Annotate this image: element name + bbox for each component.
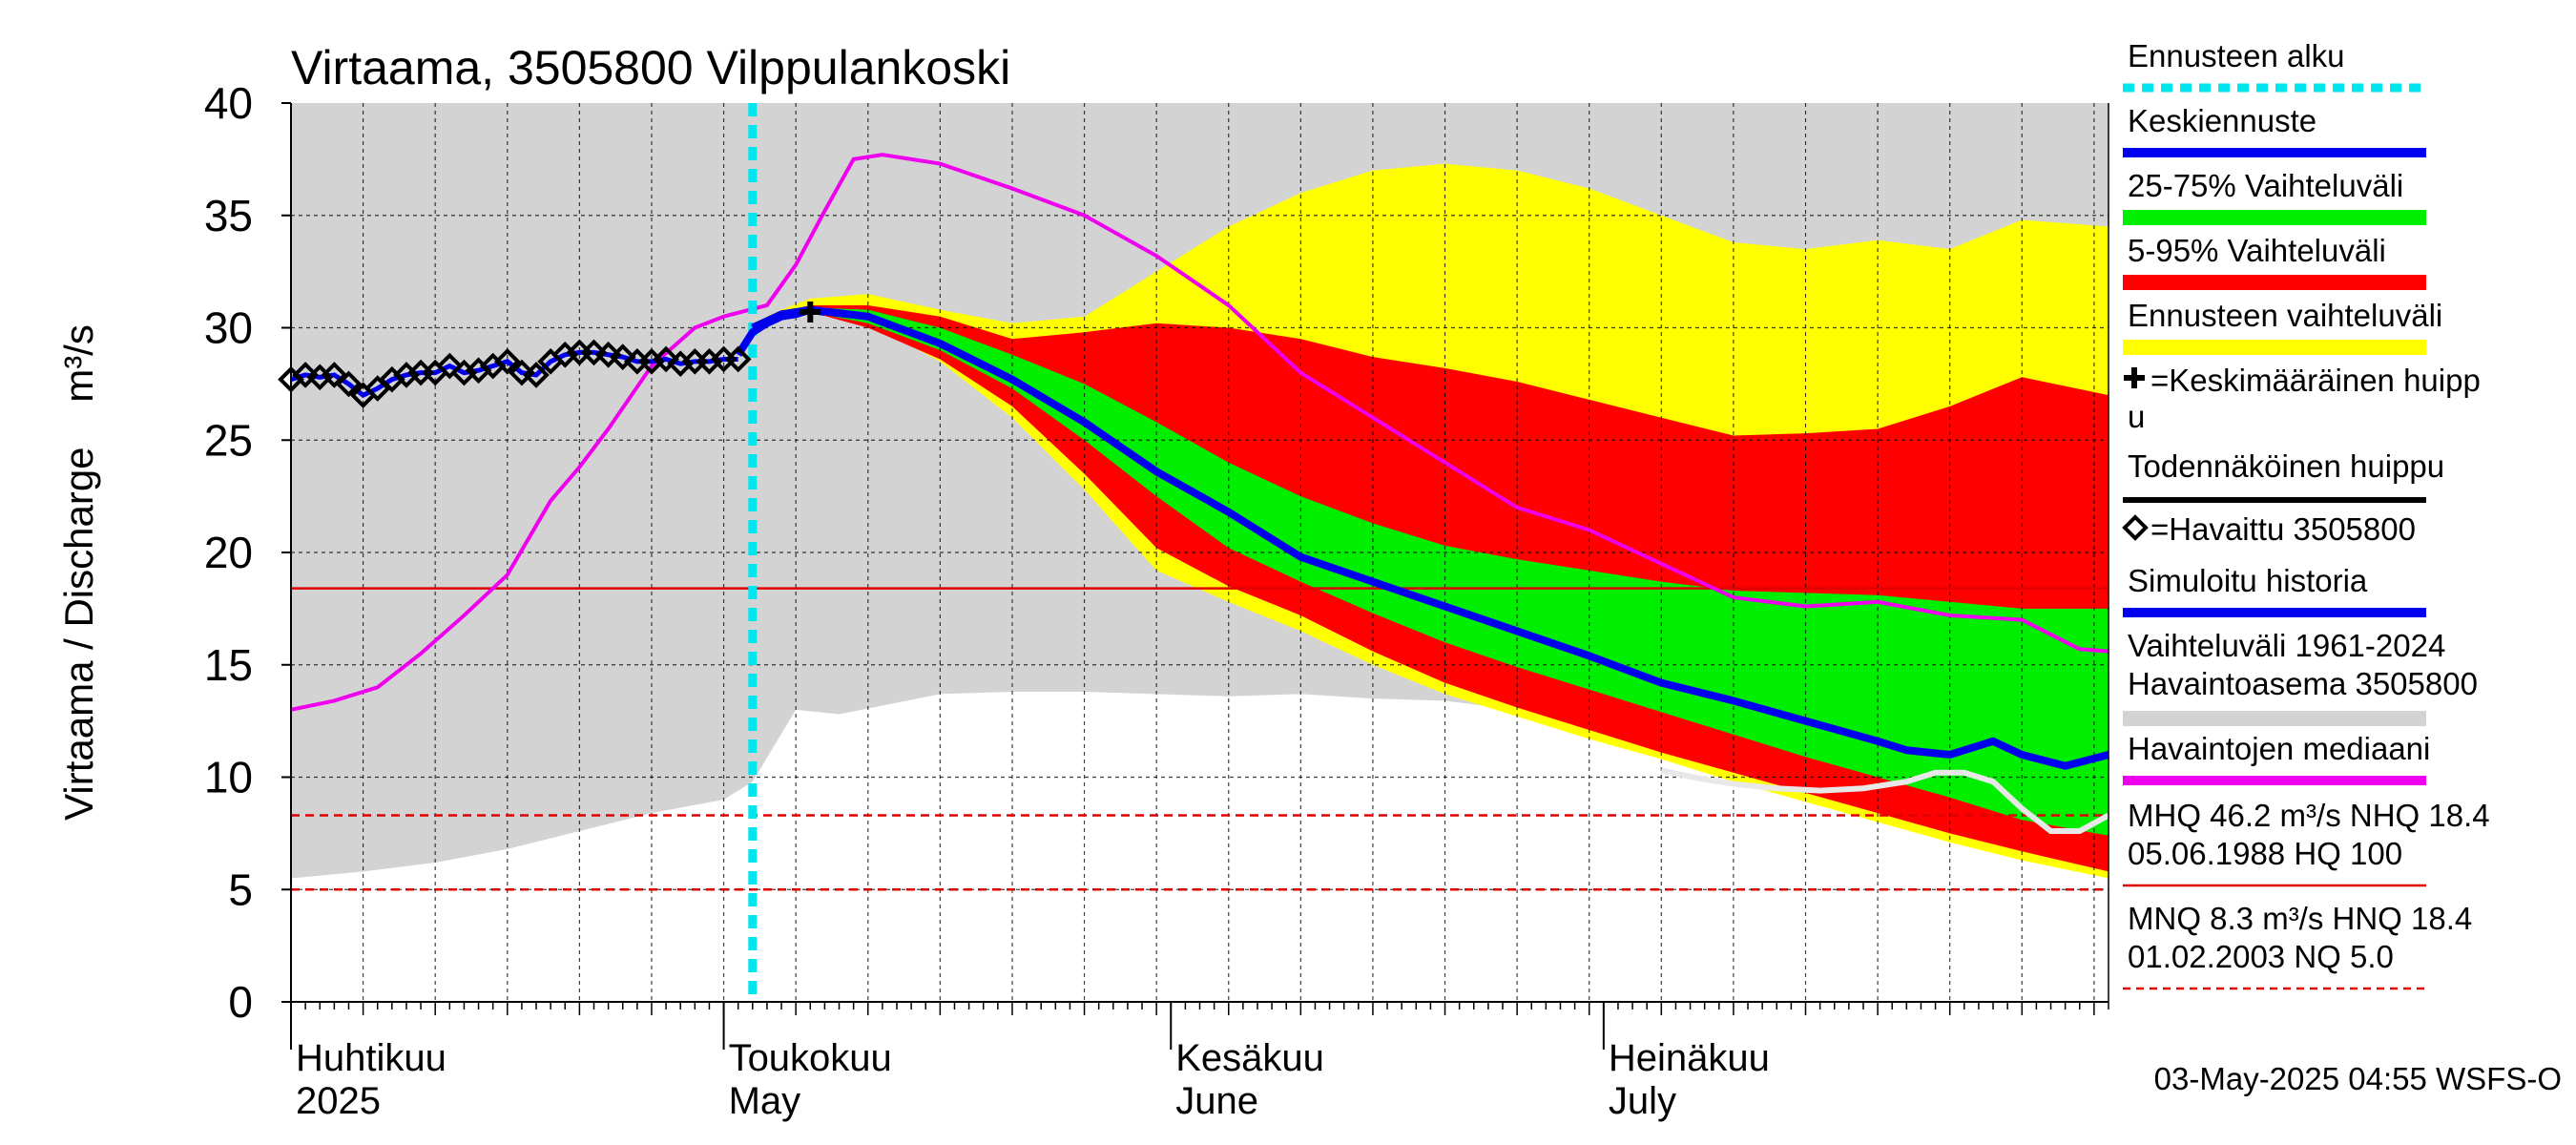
stat-line: MNQ 8.3 m³/s HNQ 18.4	[2128, 901, 2472, 936]
month-label: Toukokuu	[729, 1037, 892, 1079]
axes: 0510152025303540Huhtikuu2025ToukokuuMayK…	[204, 78, 2109, 1122]
observed-point	[335, 370, 363, 398]
y-tick-label: 0	[228, 977, 253, 1027]
y-tick-label: 15	[204, 640, 253, 690]
y-tick-label: 5	[228, 864, 253, 914]
legend-label: 25-75% Vaihteluväli	[2128, 168, 2403, 203]
month-label: Kesäkuu	[1175, 1037, 1324, 1079]
y-tick-label: 30	[204, 303, 253, 353]
legend-label: Ennusteen vaihteluväli	[2128, 298, 2442, 333]
legend-label: Keskiennuste	[2128, 103, 2316, 138]
observed-point	[321, 362, 348, 388]
y-tick-label: 10	[204, 753, 253, 802]
y-tick-label: 25	[204, 415, 253, 465]
month-label: Huhtikuu	[296, 1037, 447, 1079]
month-label-en: July	[1609, 1080, 1676, 1122]
legend-label: =Keskimääräinen huipp	[2150, 363, 2481, 398]
legend-label: Vaihteluväli 1961-2024	[2128, 628, 2445, 663]
legend-label: Havaintojen mediaani	[2128, 731, 2430, 766]
mean-forecast-line	[751, 305, 2110, 770]
legend-label-continued: Havaintoasema 3505800	[2128, 666, 2478, 701]
footer-timestamp: 03-May-2025 04:55 WSFS-O	[2154, 1061, 2562, 1096]
simulated-extension-line	[1660, 767, 2110, 835]
mean-peak-marker	[800, 302, 821, 323]
month-label-en: June	[1175, 1080, 1258, 1122]
stat-line: 01.02.2003 NQ 5.0	[2128, 939, 2394, 974]
observed-point	[493, 347, 521, 375]
legend-label: Ennusteen alku	[2128, 38, 2345, 73]
observed-point	[653, 345, 679, 373]
month-label-en: 2025	[296, 1080, 381, 1122]
range-25-75-band	[752, 307, 2109, 836]
legend-label: =Havaittu 3505800	[2150, 511, 2416, 547]
observed-median-line	[290, 153, 2109, 712]
month-label: Heinäkuu	[1609, 1037, 1770, 1079]
observed-point	[523, 362, 550, 388]
observed-point	[609, 344, 636, 370]
observed-point	[724, 345, 752, 373]
legend: Ennusteen alku Keskiennuste 25-75% Vaihtel…	[2122, 38, 2490, 990]
legend-label: Simuloitu historia	[2128, 563, 2368, 598]
y-tick-label: 40	[204, 78, 253, 128]
observed-point	[436, 352, 464, 380]
chart-title: Virtaama, 3505800 Vilppulankoski	[291, 41, 1010, 94]
month-label-en: May	[729, 1080, 801, 1122]
legend-diamond-marker	[2122, 514, 2149, 541]
stat-line: MHQ 46.2 m³/s NHQ 18.4	[2128, 798, 2490, 833]
legend-label: Todennäköinen huippu	[2128, 448, 2444, 484]
plot-area	[278, 103, 2110, 1002]
stat-line: 05.06.1988 HQ 100	[2128, 836, 2402, 871]
legend-label-continued: u	[2128, 399, 2145, 434]
y-tick-label: 20	[204, 528, 253, 577]
legend-label: 5-95% Vaihteluväli	[2128, 233, 2386, 268]
legend-plus-marker	[2124, 367, 2145, 388]
y-axis-label: Virtaama / Discharge m³/s	[56, 324, 101, 821]
y-tick-label: 35	[204, 191, 253, 240]
